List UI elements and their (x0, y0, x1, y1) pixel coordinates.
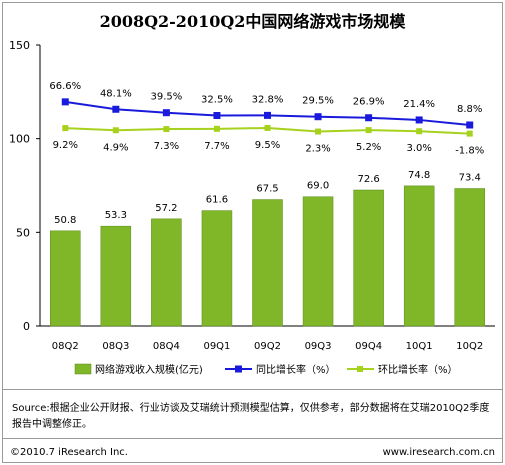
website-text: www.iresearch.com.cn (382, 447, 495, 458)
yoy-point (112, 105, 120, 113)
yoy-data-label: 32.5% (201, 95, 233, 106)
copyright-text: ©2010.7 iResearch Inc. (10, 447, 128, 458)
yoy-data-label: 29.5% (302, 96, 334, 107)
bar (252, 199, 283, 327)
footer-separator (3, 438, 502, 439)
bar-value-label: 73.4 (459, 172, 481, 183)
x-tick-label: 10Q1 (406, 341, 433, 352)
yoy-point (466, 121, 474, 129)
bar (302, 196, 334, 327)
source-note: Source:根据企业公开财报、行业访谈及艾瑞统计预测模型估算，仅供参考，部分数… (12, 403, 490, 430)
qoq-data-label: 3.0% (406, 143, 431, 154)
legend-label-yoy: 同比增长率（%） (256, 363, 336, 376)
y-tick-label: 0 (23, 320, 30, 333)
yoy-point (415, 116, 423, 124)
qoq-point (213, 125, 220, 132)
qoq-point (112, 127, 119, 134)
bar (454, 188, 485, 327)
y-tick-label: 50 (16, 226, 30, 239)
yoy-point (162, 109, 170, 117)
yoy-point (365, 114, 373, 122)
x-tick-label: 09Q2 (254, 341, 281, 352)
yoy-data-label: 39.5% (150, 92, 182, 103)
x-tick-label: 09Q1 (203, 341, 230, 352)
bar-value-label: 53.3 (105, 210, 127, 221)
bar (353, 189, 384, 327)
qoq-data-label: 7.3% (154, 141, 179, 152)
x-tick-label: 09Q3 (305, 341, 332, 352)
qoq-data-label: 5.2% (356, 142, 381, 153)
qoq-data-label: 9.2% (53, 140, 78, 151)
yoy-point (264, 111, 271, 119)
bar-value-label: 74.8 (408, 170, 430, 181)
yoy-data-label: 48.1% (100, 88, 132, 99)
legend-label-qoq: 环比增长率（%） (378, 363, 458, 376)
x-tick-label: 08Q2 (52, 341, 79, 352)
qoq-data-label: 2.3% (305, 144, 330, 155)
legend-swatch-yoy-point (235, 365, 242, 373)
yoy-point (213, 112, 221, 119)
yoy-data-label: 8.8% (457, 104, 482, 115)
yoy-point (314, 113, 322, 121)
x-tick-label: 10Q2 (456, 341, 483, 352)
bar-value-label: 61.6 (206, 195, 228, 206)
y-tick-label: 100 (9, 133, 30, 146)
qoq-data-label: 4.9% (103, 142, 128, 153)
qoq-data-label: -1.8% (455, 146, 484, 157)
x-tick-label: 08Q3 (102, 341, 129, 352)
bar (201, 210, 233, 327)
bar-value-label: 57.2 (155, 203, 177, 214)
bar (403, 185, 435, 327)
qoq-point (315, 128, 322, 135)
qoq-point (365, 127, 372, 134)
y-tick-label: 150 (9, 39, 30, 52)
yoy-data-label: 26.9% (353, 97, 385, 108)
bar-value-label: 67.5 (256, 184, 278, 195)
bar (100, 225, 132, 327)
bar-value-label: 72.6 (357, 174, 379, 185)
qoq-data-label: 7.7% (204, 141, 229, 152)
qoq-point (264, 124, 271, 131)
qoq-point (466, 130, 473, 137)
yoy-data-label: 21.4% (403, 99, 435, 110)
qoq-point (416, 128, 423, 135)
qoq-data-label: 9.5% (255, 140, 280, 151)
bar-value-label: 50.8 (54, 215, 76, 226)
bar (50, 230, 81, 327)
legend-separator (3, 389, 502, 390)
yoy-data-label: 66.6% (49, 81, 81, 92)
legend-label-bar: 网络游戏收入规模(亿元) (95, 363, 203, 376)
x-tick-label: 08Q4 (153, 341, 180, 352)
yoy-point (61, 98, 69, 106)
legend-swatch-qoq-point (357, 366, 363, 372)
yoy-data-label: 32.8% (252, 94, 284, 105)
qoq-point (62, 125, 69, 132)
bar (151, 218, 182, 327)
bar-value-label: 69.0 (307, 181, 329, 192)
x-tick-label: 09Q4 (355, 341, 382, 352)
legend-swatch-bar (74, 363, 92, 375)
chart-title: 2008Q2-2010Q2中国网络游戏市场规模 (99, 12, 406, 31)
qoq-point (163, 126, 170, 133)
